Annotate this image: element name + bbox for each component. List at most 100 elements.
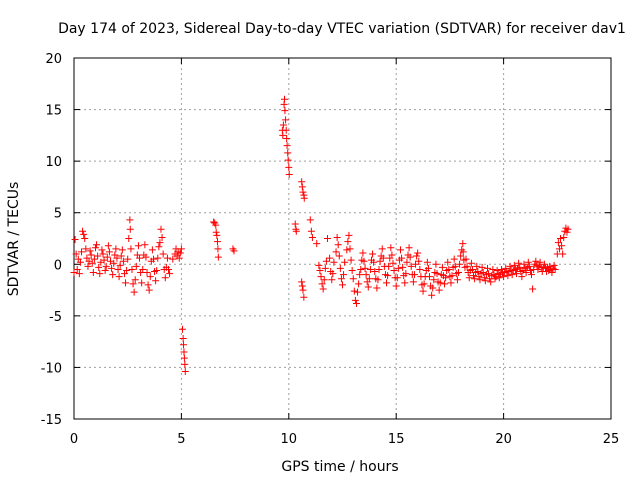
- data-point: [156, 239, 164, 247]
- data-point: [354, 288, 362, 296]
- data-point: [415, 257, 423, 265]
- data-point: [148, 246, 156, 254]
- data-point: [180, 348, 188, 356]
- data-point: [101, 266, 109, 274]
- plot-frame: [73, 57, 612, 420]
- data-point: [80, 230, 88, 238]
- data-point: [365, 275, 373, 283]
- data-point: [442, 274, 450, 282]
- data-point: [128, 265, 136, 273]
- data-point: [114, 265, 122, 273]
- data-point: [127, 245, 135, 253]
- data-point: [132, 262, 140, 270]
- data-point: [414, 249, 422, 257]
- data-point: [379, 254, 387, 262]
- data-point: [214, 245, 222, 253]
- data-point: [463, 262, 471, 270]
- data-point: [453, 276, 461, 284]
- data-point: [281, 107, 289, 115]
- data-point: [110, 259, 118, 267]
- data-point: [141, 241, 149, 249]
- data-point: [298, 282, 306, 290]
- data-point: [346, 245, 354, 253]
- data-point: [176, 249, 184, 257]
- data-point: [468, 265, 476, 273]
- data-point: [340, 271, 348, 279]
- data-point: [298, 278, 306, 286]
- data-point: [508, 271, 516, 279]
- y-tick-label: 10: [45, 155, 62, 170]
- data-point: [323, 235, 331, 242]
- data-point: [489, 265, 497, 273]
- data-point: [105, 248, 113, 256]
- data-point: [179, 335, 187, 343]
- data-point: [399, 263, 407, 271]
- data-point: [384, 272, 392, 280]
- data-point: [104, 242, 112, 250]
- data-point: [409, 278, 417, 286]
- y-tick-label: -10: [41, 361, 62, 376]
- data-point: [416, 265, 424, 273]
- data-point: [456, 260, 464, 268]
- data-points: [70, 95, 572, 376]
- data-point: [321, 264, 329, 272]
- data-point: [564, 225, 572, 233]
- data-point: [396, 246, 404, 254]
- data-point: [84, 262, 92, 270]
- data-point: [131, 276, 139, 284]
- data-point: [394, 264, 402, 272]
- data-point: [493, 266, 501, 274]
- data-point: [76, 258, 84, 266]
- data-point: [457, 252, 465, 260]
- data-point: [146, 273, 154, 281]
- data-point: [344, 238, 352, 246]
- data-point: [212, 221, 220, 229]
- data-point: [113, 254, 121, 262]
- data-point: [516, 263, 524, 271]
- data-point: [378, 245, 386, 253]
- data-point: [143, 269, 151, 277]
- data-point: [441, 280, 449, 288]
- data-point: [383, 279, 391, 287]
- data-point: [284, 156, 292, 164]
- data-point: [328, 276, 336, 284]
- data-point: [515, 259, 523, 267]
- data-point: [406, 253, 414, 261]
- data-point: [115, 273, 123, 281]
- data-point: [428, 291, 436, 299]
- x-tick-label: 5: [177, 432, 185, 447]
- data-point: [126, 225, 134, 233]
- data-point: [73, 265, 81, 273]
- data-point: [161, 274, 169, 282]
- data-point: [307, 227, 315, 235]
- data-point: [81, 235, 89, 242]
- data-point: [89, 269, 97, 277]
- data-point: [292, 227, 300, 235]
- data-point: [540, 260, 548, 268]
- data-point: [126, 216, 134, 224]
- data-point: [454, 269, 462, 277]
- data-point: [87, 251, 95, 259]
- data-point: [326, 254, 334, 262]
- data-point: [165, 265, 173, 273]
- data-point: [425, 273, 433, 281]
- data-point: [525, 262, 533, 270]
- data-point: [116, 261, 124, 269]
- data-point: [230, 247, 238, 255]
- data-point: [387, 244, 395, 252]
- data-point: [90, 255, 98, 263]
- data-point: [473, 262, 481, 270]
- data-point: [117, 252, 125, 260]
- x-tick-label: 10: [281, 432, 298, 447]
- data-point: [279, 121, 287, 129]
- data-point: [308, 233, 316, 241]
- data-point: [481, 277, 489, 285]
- data-point: [459, 248, 467, 256]
- data-point: [465, 274, 473, 282]
- data-point: [532, 257, 540, 265]
- data-point: [82, 245, 90, 253]
- data-point: [502, 264, 510, 272]
- data-point: [102, 262, 110, 270]
- data-point: [447, 279, 455, 287]
- data-point: [339, 281, 346, 289]
